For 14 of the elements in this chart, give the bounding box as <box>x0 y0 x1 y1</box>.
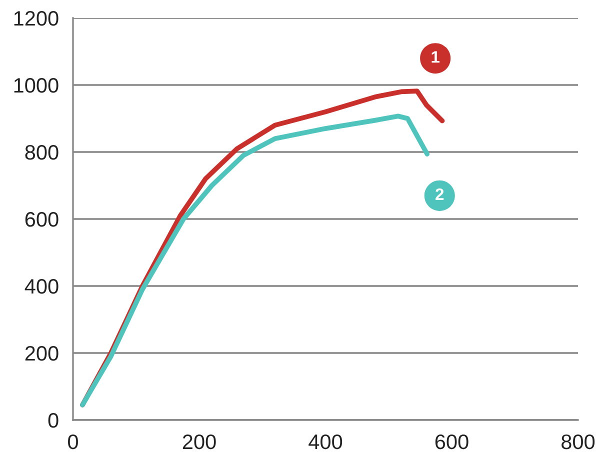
y-tick-label: 600 <box>25 212 58 227</box>
y-tick-label: 1200 <box>14 11 58 26</box>
y-tick-label: 1000 <box>14 78 58 93</box>
text: 2 <box>436 188 444 200</box>
x-tick-label: 800 <box>562 434 595 450</box>
y-tick-label: 400 <box>24 279 58 294</box>
y-tick-label: 800 <box>25 145 58 160</box>
y-tick-label: 200 <box>25 346 58 361</box>
series-label: 1 <box>432 51 440 63</box>
x-tick-label: 0 <box>68 434 78 450</box>
x-tick-label: 200 <box>182 434 216 450</box>
y-tick-label: 0 <box>48 413 58 428</box>
x-tick-label: 400 <box>308 434 342 450</box>
x-tick-label: 600 <box>435 434 468 450</box>
